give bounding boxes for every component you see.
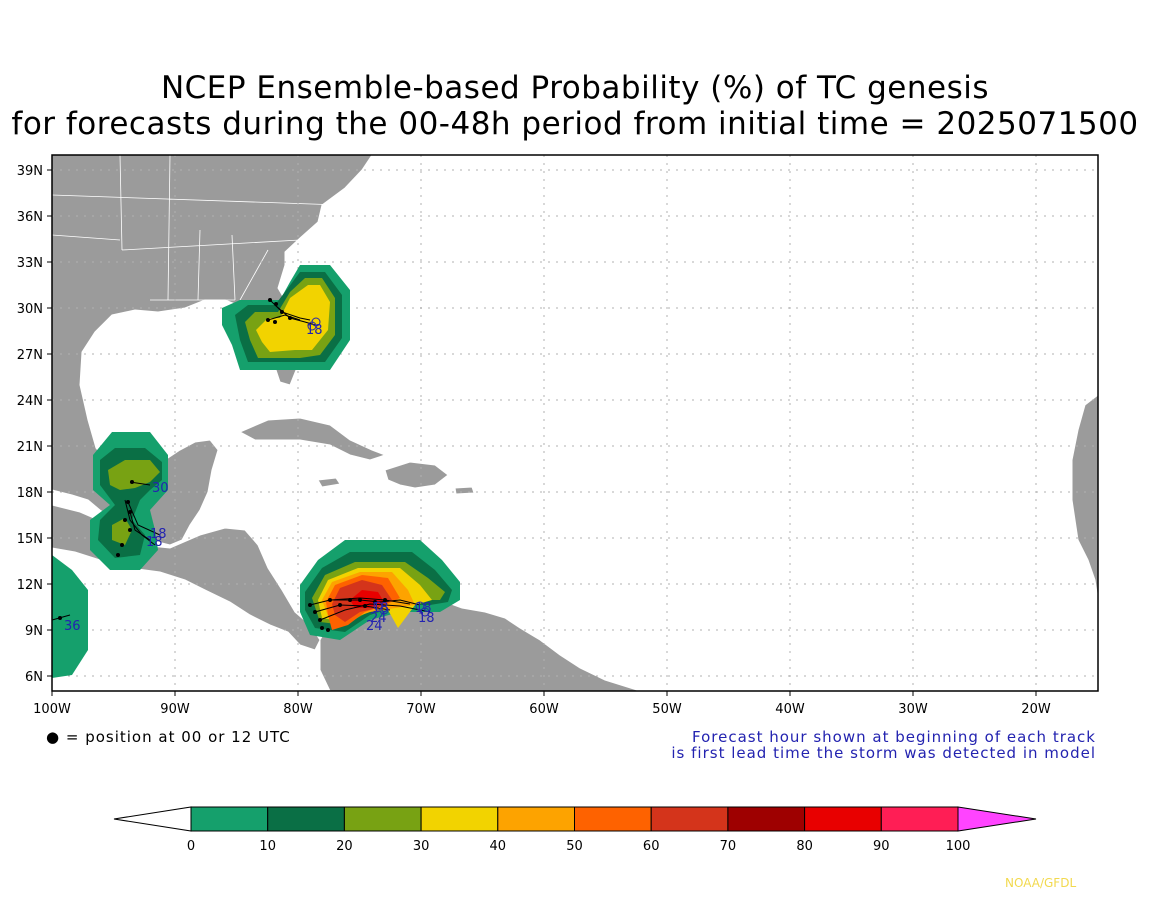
colorbar-tick-label: 60: [643, 839, 660, 854]
colorbar-box: [574, 806, 652, 832]
hispaniola: [384, 461, 449, 489]
track-hour-labels: 30 18 18 36 24 18 18 18 24 18: [64, 323, 435, 634]
lat-label: 21N: [17, 440, 43, 455]
genesis-area-caribbean: [300, 540, 460, 640]
puerto-rico: [454, 486, 475, 495]
lat-label: 9N: [25, 624, 43, 639]
track-position-dots: [58, 298, 387, 632]
land-masses: [52, 155, 1098, 691]
colorbar-tick-label: 100: [946, 839, 971, 854]
africa: [1071, 394, 1098, 601]
colorbar-box: [880, 806, 959, 832]
lon-ticks: [51, 691, 1037, 696]
lat-ticks: [47, 169, 52, 677]
lat-label: 6N: [25, 670, 43, 685]
colorbar-box: [727, 806, 806, 832]
lat-label: 27N: [17, 348, 43, 363]
position-legend-note: ● = position at 00 or 12 UTC: [46, 728, 291, 746]
track-label: 18: [306, 323, 323, 338]
colorbar-box: [804, 806, 882, 832]
colorbar-tick-label: 70: [720, 839, 737, 854]
lon-labels: 100W 90W 80W 70W 60W 50W 40W 30W 20W: [33, 702, 1051, 717]
lon-label: 80W: [283, 702, 313, 717]
colorbar-box: [267, 806, 345, 832]
forecast-note-line2: is first lead time the storm was detecte…: [671, 744, 1096, 762]
state-borders: [52, 155, 341, 301]
colorbar-box: [190, 806, 269, 832]
colorbar-box: [650, 806, 729, 832]
track-label: 18: [418, 611, 435, 626]
gridlines: [52, 155, 1098, 691]
colorbar-tick-label: 90: [873, 839, 890, 854]
lat-label: 36N: [17, 210, 43, 225]
map-title-line1: NCEP Ensemble-based Probability (%) of T…: [160, 70, 990, 106]
lat-label: 18N: [17, 486, 43, 501]
lon-label: 50W: [652, 702, 682, 717]
colorbar-tick-label: 50: [566, 839, 583, 854]
lat-label: 30N: [17, 302, 43, 317]
lat-label: 33N: [17, 256, 43, 271]
track-label: 18: [372, 601, 389, 616]
lon-label: 60W: [529, 702, 559, 717]
forecast-note-line1: Forecast hour shown at beginning of each…: [692, 728, 1096, 746]
colorbar-tick-label: 10: [259, 839, 276, 854]
lat-label: 24N: [17, 394, 43, 409]
track-label: 18: [415, 601, 432, 616]
jamaica: [317, 477, 341, 488]
forecast-hour-markers: [307, 317, 430, 617]
lon-label: 100W: [33, 702, 71, 717]
map-frame: [51, 154, 1099, 692]
track-label: 18: [146, 535, 163, 550]
colorbar-ticks: 0 10 20 30 40 50 60 70 80 90 100: [187, 839, 971, 854]
map-area: 30 18 18 36 24 18 18 18 24 18: [52, 155, 1098, 691]
colorbar: 0 10 20 30 40 50 60 70 80 90 100: [113, 806, 1037, 854]
colorbar-box: [497, 806, 575, 832]
colorbar-tick-label: 40: [490, 839, 507, 854]
lon-label: 70W: [406, 702, 436, 717]
colorbar-tick-label: 30: [413, 839, 430, 854]
colorbar-tick-label: 80: [796, 839, 813, 854]
lat-label: 39N: [17, 164, 43, 179]
colorbar-box: [343, 806, 422, 832]
colorbar-boxes: [190, 806, 1037, 832]
lat-label: 12N: [17, 578, 43, 593]
genesis-area-pacific: [52, 555, 88, 678]
colorbar-box: [420, 806, 499, 832]
colorbar-tick-label: 20: [336, 839, 353, 854]
lon-label: 20W: [1021, 702, 1051, 717]
track-label: 24: [370, 611, 387, 626]
colorbar-tick-label: 0: [187, 839, 195, 854]
colorbar-high-arrow: [957, 806, 1037, 832]
credit-text: NOAA/GFDL: [1005, 876, 1077, 890]
track-label: 30: [152, 481, 169, 496]
lat-labels: 39N 36N 33N 30N 27N 24N 21N 18N 15N 12N …: [17, 164, 43, 685]
lon-label: 90W: [160, 702, 190, 717]
lat-label: 15N: [17, 532, 43, 547]
track-label: 24: [366, 619, 383, 634]
track-label: 18: [150, 527, 167, 542]
cuba: [238, 417, 387, 461]
track-label: 36: [64, 619, 81, 634]
lon-label: 30W: [898, 702, 928, 717]
map-title-line2: for forecasts during the 00-48h period f…: [11, 106, 1139, 142]
colorbar-low-arrow: [113, 806, 192, 832]
lon-label: 40W: [775, 702, 805, 717]
